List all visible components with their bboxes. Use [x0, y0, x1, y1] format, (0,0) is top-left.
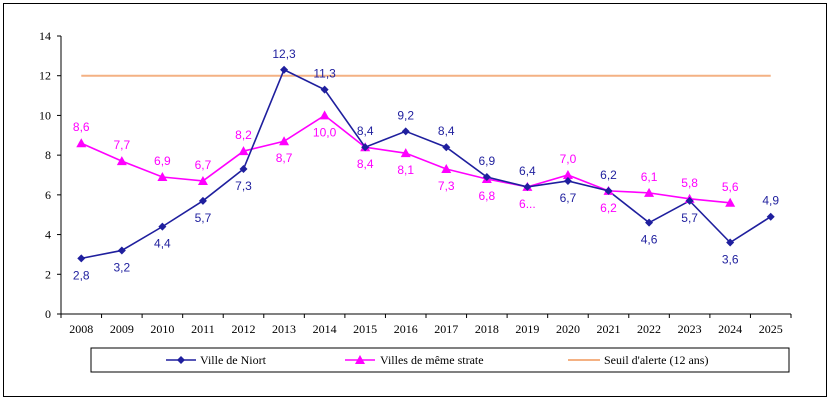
x-tick-label: 2009: [110, 322, 134, 336]
x-tick-label: 2018: [475, 322, 499, 336]
niort-data-label: 3,6: [722, 253, 739, 267]
niort-data-label: 4,4: [154, 237, 171, 251]
niort-data-label: 6,4: [519, 164, 536, 178]
niort-data-label: 6,7: [560, 191, 577, 205]
strate-point: [238, 146, 249, 156]
strate-data-label: 8,6: [73, 120, 90, 134]
strate-data-label: 7,0: [560, 152, 577, 166]
y-tick-label: 14: [39, 29, 51, 43]
strate-data-label: 8,1: [397, 163, 414, 177]
strate-data-label: 8,7: [276, 151, 293, 165]
strate-data-label: 7,7: [113, 138, 130, 152]
legend-label-seuil: Seuil d'alerte (12 ans): [604, 353, 708, 367]
niort-data-label: 6,9: [478, 154, 495, 168]
legend-marker-niort: [177, 356, 185, 364]
niort-point: [280, 65, 289, 74]
niort-data-label: 5,7: [681, 211, 698, 225]
niort-point: [482, 172, 491, 181]
x-tick-label: 2017: [434, 322, 458, 336]
niort-point: [239, 165, 248, 174]
x-tick-label: 2016: [394, 322, 418, 336]
strate-point: [116, 156, 127, 166]
strate-point: [441, 164, 452, 174]
strate-point: [197, 175, 208, 185]
niort-point: [645, 218, 654, 227]
strate-point: [76, 138, 87, 148]
niort-point: [726, 238, 735, 247]
x-tick-label: 2011: [191, 322, 215, 336]
x-tick-label: 2014: [313, 322, 337, 336]
niort-point: [158, 222, 167, 231]
niort-data-label: 3,2: [113, 260, 130, 274]
strate-data-label: 5,8: [681, 176, 698, 190]
y-tick-label: 10: [39, 108, 51, 122]
niort-point: [442, 143, 451, 152]
y-tick-label: 8: [45, 148, 51, 162]
strate-data-label: 7,3: [438, 179, 455, 193]
x-tick-label: 2010: [150, 322, 174, 336]
x-tick-label: 2013: [272, 322, 296, 336]
strate-data-label: 6,7: [195, 158, 212, 172]
niort-point: [77, 254, 86, 263]
strate-data-label: 8,4: [357, 157, 374, 171]
niort-data-label: 11,3: [313, 67, 336, 81]
niort-data-label: 5,7: [195, 211, 212, 225]
x-tick-label: 2021: [597, 322, 621, 336]
strate-point: [279, 136, 290, 146]
x-tick-label: 2025: [759, 322, 783, 336]
niort-point: [361, 143, 370, 152]
strate-point: [644, 187, 655, 197]
niort-point: [766, 212, 775, 221]
x-tick-label: 2008: [69, 322, 93, 336]
strate-data-label: 8,2: [235, 128, 252, 142]
x-tick-label: 2023: [678, 322, 702, 336]
niort-point: [523, 182, 532, 191]
y-tick-label: 2: [45, 267, 51, 281]
x-tick-label: 2020: [556, 322, 580, 336]
legend-marker-strate: [355, 355, 365, 364]
strate-data-label: 6,8: [478, 189, 495, 203]
niort-data-label: 6,2: [600, 168, 617, 182]
strate-point: [400, 148, 411, 158]
niort-data-label: 9,2: [397, 108, 414, 122]
y-tick-label: 12: [39, 69, 51, 83]
strate-point: [319, 110, 330, 120]
strate-point: [562, 170, 573, 179]
strate-data-label: 10,0: [313, 125, 337, 139]
niort-point: [401, 127, 410, 136]
y-tick-label: 4: [45, 228, 51, 242]
niort-data-label: 4,9: [762, 194, 779, 208]
x-tick-label: 2015: [353, 322, 377, 336]
x-tick-label: 2012: [232, 322, 256, 336]
x-tick-label: 2019: [515, 322, 539, 336]
legend-label-niort: Ville de Niort: [200, 353, 267, 367]
niort-data-label: 8,4: [357, 124, 374, 138]
niort-point: [198, 196, 207, 205]
strate-data-label: 6,9: [154, 154, 171, 168]
y-tick-label: 0: [45, 307, 51, 321]
strate-data-label: 6,1: [641, 170, 658, 184]
strate-point: [725, 197, 736, 207]
niort-data-label: 2,8: [73, 268, 90, 282]
niort-point: [685, 196, 694, 205]
niort-data-label: 8,4: [438, 124, 455, 138]
x-tick-label: 2022: [637, 322, 661, 336]
strate-data-label: 5,6: [722, 180, 739, 194]
strate-data-label: 6,2: [600, 201, 617, 215]
x-tick-label: 2024: [718, 322, 742, 336]
legend-box: [90, 347, 790, 373]
strate-point: [157, 171, 168, 181]
niort-point: [117, 246, 126, 255]
niort-data-label: 7,3: [235, 179, 252, 193]
niort-data-label: 12,3: [272, 47, 296, 61]
niort-point: [604, 186, 613, 195]
y-tick-label: 6: [45, 188, 51, 202]
strate-data-label: 6...: [519, 197, 536, 211]
niort-point: [320, 85, 329, 94]
niort-data-label: 4,6: [641, 233, 658, 247]
niort-point: [563, 176, 572, 185]
legend-label-strate: Villes de même strate: [380, 353, 484, 367]
series-line-niort: [81, 68, 772, 260]
